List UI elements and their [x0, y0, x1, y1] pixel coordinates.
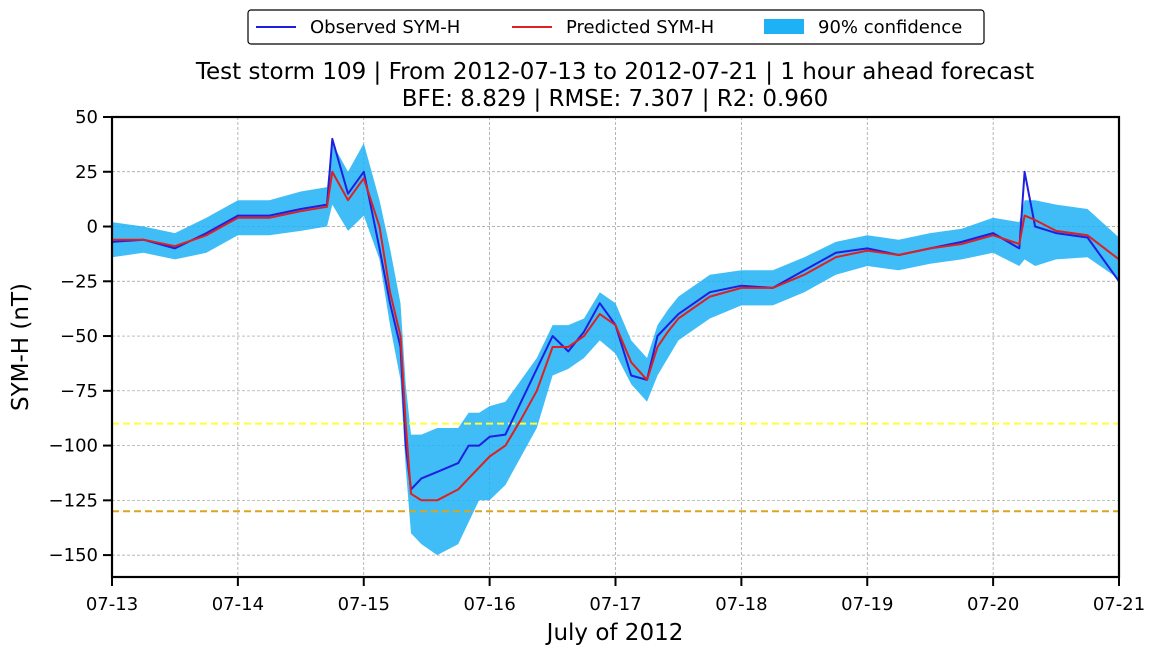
x-axis-label: July of 2012: [545, 620, 684, 646]
reference-lines: [112, 422, 1119, 513]
x-tick-label: 07-15: [338, 594, 390, 615]
legend-frame: [247, 9, 985, 45]
legend: Observed SYM-H Predicted SYM-H 90% confi…: [247, 9, 985, 45]
y-tick-label: −50: [60, 326, 98, 347]
x-tick-label: 07-21: [1093, 594, 1145, 615]
y-axis: 50 25 0 −25 −50 −75 −100 −125 −150: [49, 107, 112, 566]
confidence-band: [112, 143, 1119, 556]
y-tick-label: −150: [49, 545, 98, 566]
y-tick-label: −100: [49, 436, 98, 457]
y-tick-label: 50: [75, 107, 98, 128]
x-tick-label: 07-16: [463, 594, 515, 615]
y-tick-label: −125: [49, 490, 98, 511]
legend-swatch-confidence: [764, 19, 804, 34]
y-tick-label: −75: [60, 381, 98, 402]
predicted-symh-line: [112, 170, 1120, 502]
y-tick-label: 25: [75, 162, 98, 183]
confidence-band-layer: [112, 143, 1119, 556]
series-lines: [111, 137, 1120, 502]
y-axis-label: SYM-H (nT): [8, 283, 34, 411]
x-axis: 07-13 07-14 07-15 07-16 07-17 07-18 07-19 07-20…: [86, 577, 1145, 615]
chart-title-line2: BFE: 8.829 | RMSE: 7.307 | R2: 0.960: [402, 86, 829, 112]
legend-label-predicted: Predicted SYM-H: [566, 17, 714, 38]
y-tick-label: −25: [60, 271, 98, 292]
x-tick-label: 07-20: [967, 594, 1019, 615]
y-tick-label: 0: [87, 217, 98, 238]
chart-title-line1: Test storm 109 | From 2012-07-13 to 2012…: [195, 59, 1034, 85]
x-tick-label: 07-17: [589, 594, 641, 615]
legend-label-observed: Observed SYM-H: [310, 17, 460, 38]
x-tick-label: 07-13: [86, 594, 138, 615]
x-tick-label: 07-18: [715, 594, 767, 615]
x-tick-label: 07-19: [841, 594, 893, 615]
x-tick-label: 07-14: [212, 594, 264, 615]
legend-label-confidence: 90% confidence: [818, 17, 962, 38]
